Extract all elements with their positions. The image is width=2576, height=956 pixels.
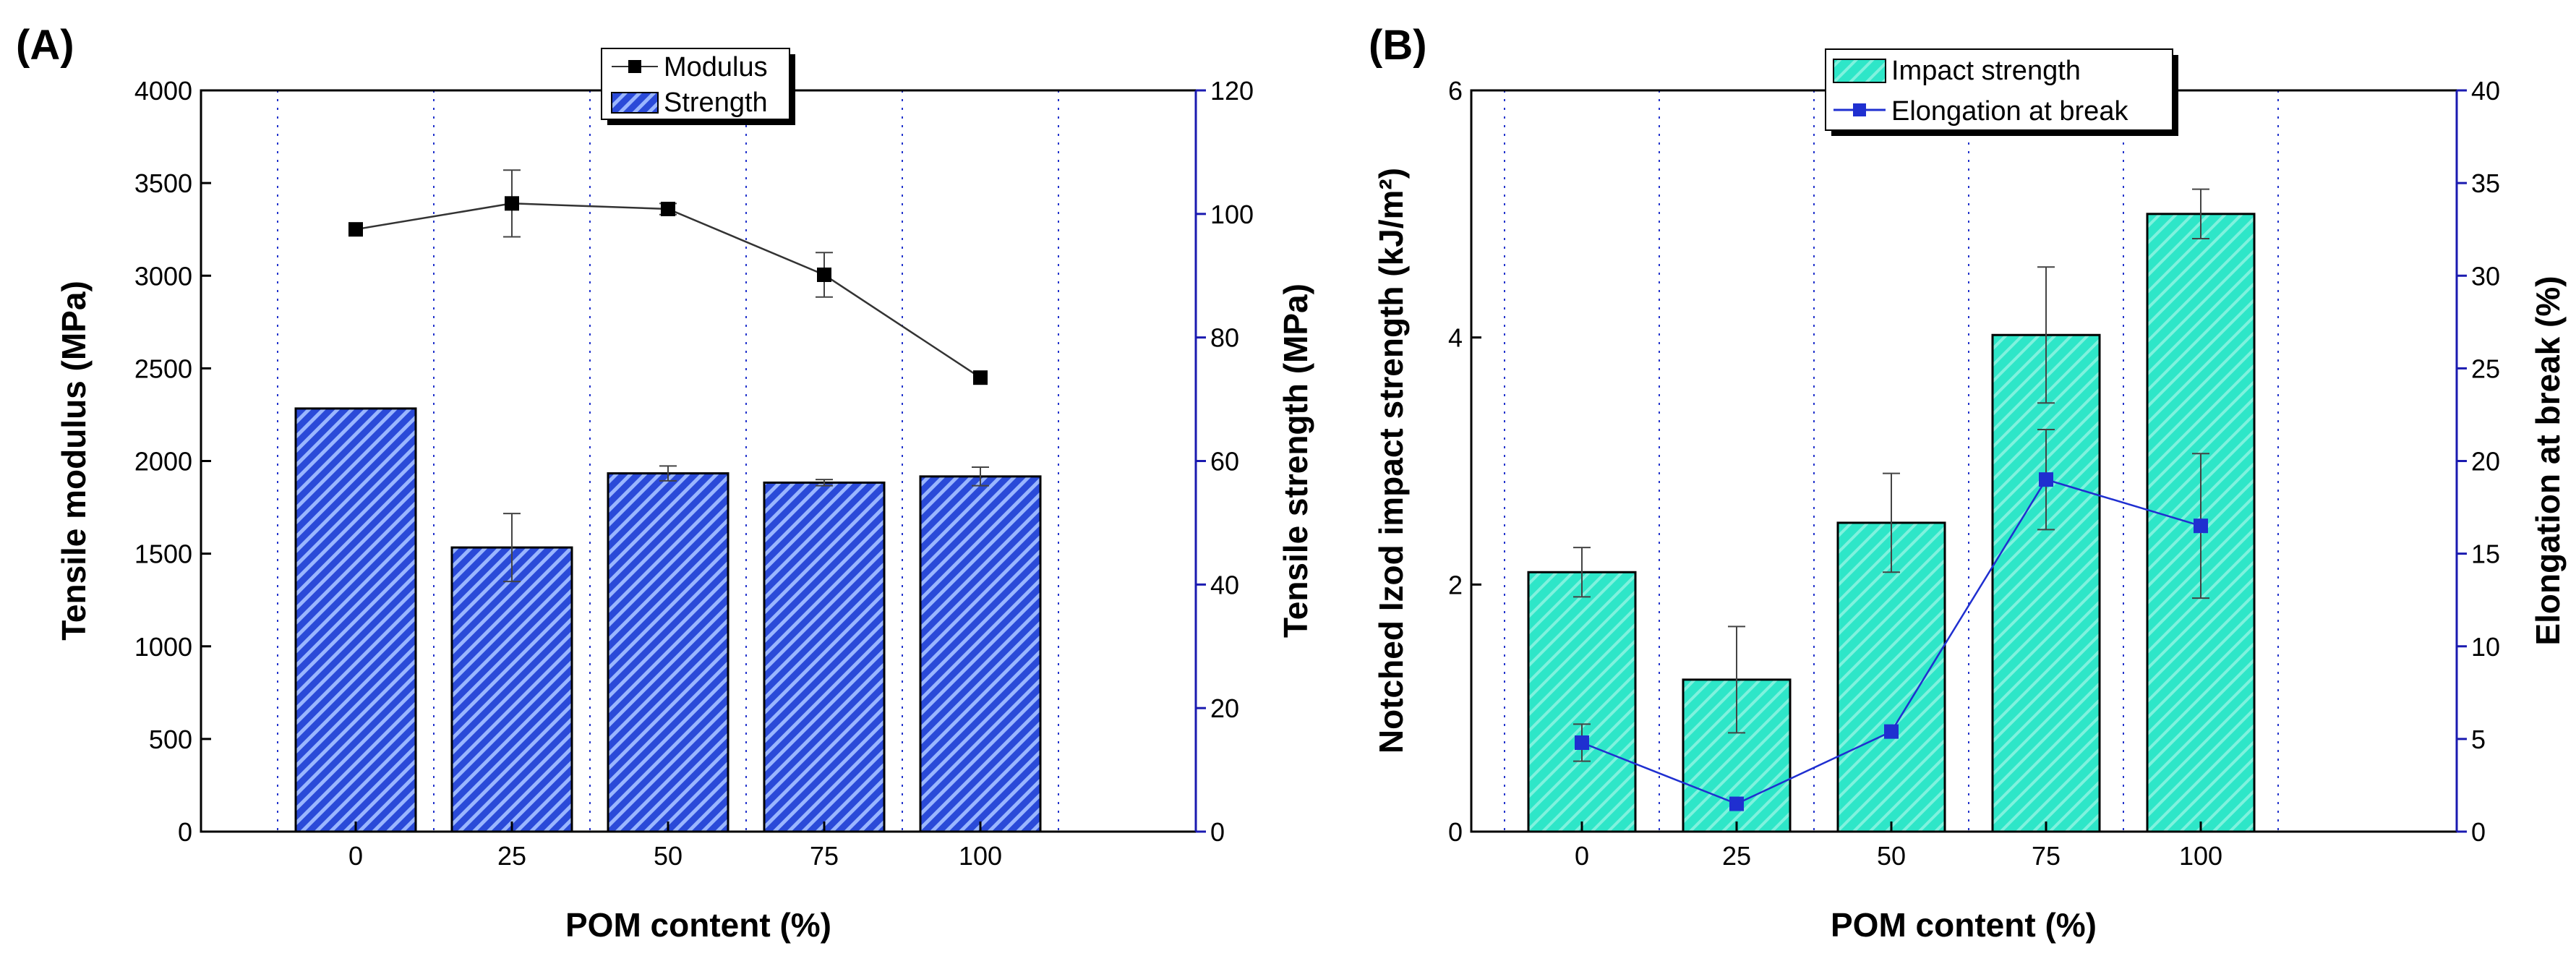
left-axis-tick-label: 500 xyxy=(149,725,192,754)
right-axis-tick-label: 40 xyxy=(2471,76,2500,106)
left-axis-tick-label: 1000 xyxy=(134,632,192,662)
panel-b-legend: Impact strength Elongation at break xyxy=(1825,48,2178,136)
panel-a-right-axis-title: Tensile strength (MPa) xyxy=(1277,283,1314,638)
panel-a-axes: 0500100015002000250030003500400002040608… xyxy=(134,76,1254,871)
panel-a-x-axis-title: POM content (%) xyxy=(565,906,831,944)
point-marker-75 xyxy=(2039,472,2053,487)
panel-a-y-axis-title: Tensile modulus (MPa) xyxy=(55,281,93,641)
left-axis-tick-label: 2000 xyxy=(134,447,192,477)
bar-75 xyxy=(763,481,886,833)
right-axis-tick-label: 100 xyxy=(1210,200,1254,229)
x-axis-tick-label: 50 xyxy=(654,841,682,871)
right-axis-tick-label: 10 xyxy=(2471,632,2500,662)
panel-b-right-axis-title: Elongation at break (%) xyxy=(2529,276,2567,645)
legend-strength-label: Strength xyxy=(664,88,768,118)
left-axis-tick-label: 4 xyxy=(1448,323,1463,353)
left-axis-tick-label: 0 xyxy=(1448,817,1463,847)
x-axis-tick-label: 25 xyxy=(497,841,526,871)
point-marker-50 xyxy=(1884,724,1899,739)
right-axis-tick-label: 80 xyxy=(1210,323,1239,353)
left-axis-tick-label: 0 xyxy=(178,817,192,847)
x-axis-tick-label: 75 xyxy=(2032,841,2061,871)
bar-100 xyxy=(919,475,1042,833)
left-axis-tick-label: 6 xyxy=(1448,76,1463,106)
panel-b-bars xyxy=(1527,188,2256,833)
right-axis-tick-label: 0 xyxy=(1210,817,1225,847)
legend-strength-swatch xyxy=(611,92,659,114)
point-marker-50 xyxy=(661,202,675,216)
panel-b-gridlines xyxy=(1504,90,2279,832)
panel-a: (A) 050010001500200025003000350040000204… xyxy=(16,22,1314,944)
panel-b: (B) 0 2 4 6 0 5 10 15 20 25 30 35 40 0 25 50 75 100 Notch… xyxy=(1369,22,2567,944)
left-axis-tick-label: 4000 xyxy=(134,76,192,106)
x-axis-tick-label: 50 xyxy=(1877,841,1906,871)
right-axis-tick-label: 0 xyxy=(2471,817,2486,847)
left-axis-tick-label: 2500 xyxy=(134,354,192,383)
point-marker-100 xyxy=(973,370,988,385)
x-axis-tick-label: 75 xyxy=(810,841,839,871)
point-marker-25 xyxy=(505,196,519,211)
panel-a-modulus-line xyxy=(348,169,988,385)
right-axis-tick-label: 25 xyxy=(2471,354,2500,383)
left-axis-tick-label: 2 xyxy=(1448,570,1463,599)
panel-a-label: (A) xyxy=(16,22,74,69)
right-axis-tick-label: 15 xyxy=(2471,539,2500,569)
bar-0 xyxy=(294,407,417,833)
panel-b-axes: 0 2 4 6 0 5 10 15 20 25 30 35 40 0 25 50 75 100 xyxy=(1448,76,2500,871)
left-axis-tick-label: 1500 xyxy=(134,539,192,569)
point-marker-0 xyxy=(1575,735,1589,750)
point-marker-0 xyxy=(348,222,363,237)
x-axis-tick-label: 25 xyxy=(1722,841,1751,871)
legend-modulus-label: Modulus xyxy=(664,52,768,82)
legend-modulus-marker xyxy=(628,60,641,73)
legend-elongation-marker xyxy=(1853,103,1866,116)
right-axis-tick-label: 20 xyxy=(1210,693,1239,723)
left-axis-tick-label: 3000 xyxy=(134,261,192,291)
panel-a-gridlines xyxy=(277,90,1059,832)
right-axis-tick-label: 5 xyxy=(2471,725,2486,754)
right-axis-tick-label: 120 xyxy=(1210,76,1254,106)
x-axis-tick-label: 100 xyxy=(2179,841,2222,871)
panel-b-label: (B) xyxy=(1369,22,1427,69)
x-axis-tick-label: 0 xyxy=(1575,841,1589,871)
point-marker-75 xyxy=(817,267,831,282)
panel-b-elongation-line xyxy=(1573,428,2209,811)
bar-75 xyxy=(1991,333,2101,833)
series-line xyxy=(355,202,981,379)
bar-25 xyxy=(450,546,573,833)
x-axis-tick-label: 100 xyxy=(959,841,1002,871)
right-axis-tick-label: 40 xyxy=(1210,570,1239,599)
panel-a-legend: Modulus Strength xyxy=(601,48,795,125)
right-axis-tick-label: 30 xyxy=(2471,261,2500,291)
bar-50 xyxy=(607,472,729,833)
panel-b-x-axis-title: POM content (%) xyxy=(1831,906,2097,944)
bar-0 xyxy=(1527,571,1637,833)
right-axis-tick-label: 20 xyxy=(2471,447,2500,477)
panel-b-y-axis-title: Notched Izod impact strength (kJ/m²) xyxy=(1372,168,1410,754)
point-marker-25 xyxy=(1729,796,1744,811)
right-axis-tick-label: 60 xyxy=(1210,447,1239,477)
point-marker-100 xyxy=(2194,518,2208,534)
left-axis-tick-label: 3500 xyxy=(134,168,192,198)
x-axis-tick-label: 0 xyxy=(348,841,363,871)
legend-impact-label: Impact strength xyxy=(1891,56,2081,86)
legend-elongation-label: Elongation at break xyxy=(1891,96,2128,127)
panel-a-bars xyxy=(294,407,1042,833)
legend-impact-swatch xyxy=(1833,59,1886,83)
right-axis-tick-label: 35 xyxy=(2471,168,2500,198)
